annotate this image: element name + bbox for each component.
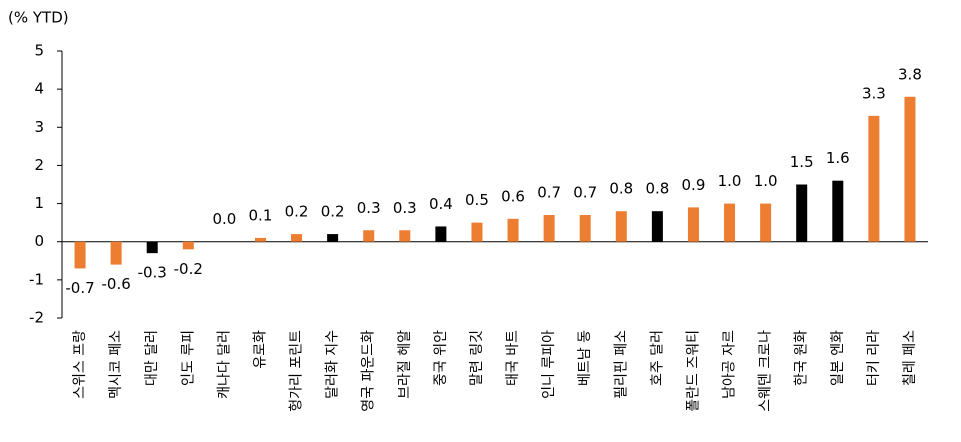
x-tick-label: 호주 달러 xyxy=(649,330,665,386)
bar xyxy=(399,230,411,242)
x-tick-label: 베트남 동 xyxy=(577,330,593,386)
y-tick-label: -2 xyxy=(29,309,44,327)
bar xyxy=(254,237,266,242)
bar xyxy=(471,222,483,242)
x-tick-label: 말련 링깃 xyxy=(469,330,485,386)
x-tick-label: 스웨덴 크로나 xyxy=(758,330,774,412)
bar xyxy=(74,241,86,269)
value-label: 1.0 xyxy=(718,172,742,190)
bar xyxy=(760,203,772,242)
x-tick-label: 남아공 자르 xyxy=(722,330,738,399)
y-tick-label: 5 xyxy=(34,42,44,60)
x-tick-label: 한국 원화 xyxy=(794,330,810,386)
x-tick-label: 일본 엔화 xyxy=(830,330,846,386)
y-tick-label: 3 xyxy=(34,118,44,136)
x-tick-label: 중국 위안 xyxy=(433,330,449,386)
bar xyxy=(543,215,555,242)
bar xyxy=(291,234,303,242)
value-label: 0.7 xyxy=(573,184,597,202)
value-label: 0.9 xyxy=(682,176,706,194)
x-tick-label: 캐나다 달러 xyxy=(216,330,232,399)
bar xyxy=(687,207,699,242)
value-label: -0.2 xyxy=(174,260,203,278)
x-tick-label: 브라질 헤알 xyxy=(397,330,413,399)
bar xyxy=(868,115,880,242)
bar xyxy=(904,96,916,242)
bar xyxy=(435,226,447,242)
x-tick-label: 멕시코 페소 xyxy=(108,330,124,399)
value-label: 0.7 xyxy=(537,184,561,202)
value-label: 1.6 xyxy=(826,149,850,167)
bar xyxy=(327,234,339,242)
x-tick-label: 폴란드 즈워티 xyxy=(685,330,701,412)
bar xyxy=(146,241,158,254)
bar xyxy=(507,218,519,242)
value-label: 0.8 xyxy=(645,180,669,198)
x-tick-label: 대만 달러 xyxy=(144,330,160,386)
x-tick-label: 터키 리라 xyxy=(866,330,882,386)
bar xyxy=(615,211,627,242)
value-label: -0.3 xyxy=(138,264,167,282)
y-tick-label: 2 xyxy=(34,156,44,174)
bar xyxy=(110,241,122,265)
x-tick-label: 영국 파운드화 xyxy=(361,330,377,412)
bar xyxy=(651,211,663,242)
value-label: -0.7 xyxy=(65,279,94,297)
y-tick-label: 4 xyxy=(34,80,44,98)
value-label: 0.3 xyxy=(357,199,381,217)
x-tick-label: 스위스 프랑 xyxy=(72,330,88,399)
y-tick-label: 0 xyxy=(34,232,44,250)
value-label: 0.2 xyxy=(321,203,345,221)
value-label: 0.1 xyxy=(249,206,273,224)
bar xyxy=(363,230,375,242)
y-tick-label: 1 xyxy=(34,194,44,212)
x-tick-label: 달러화 지수 xyxy=(325,330,341,399)
bar xyxy=(796,184,808,242)
value-label: 1.5 xyxy=(790,153,814,171)
value-label: 0.2 xyxy=(285,203,309,221)
x-tick-label: 태국 바트 xyxy=(505,330,521,386)
y-tick-label: -1 xyxy=(29,270,44,288)
value-label: 0.6 xyxy=(501,187,525,205)
x-tick-label: 유로화 xyxy=(252,330,268,369)
x-tick-label: 필리핀 페소 xyxy=(613,330,629,399)
value-label: 0.0 xyxy=(212,210,236,228)
x-tick-label: 칠레 페소 xyxy=(902,330,918,386)
bar xyxy=(182,241,194,250)
value-label: 1.0 xyxy=(754,172,778,190)
bar xyxy=(579,215,591,242)
value-label: -0.6 xyxy=(101,275,130,293)
axis-title: (% YTD) xyxy=(8,9,69,27)
bar xyxy=(724,203,736,242)
value-label: 0.8 xyxy=(609,180,633,198)
value-label: 0.3 xyxy=(393,199,417,217)
bar xyxy=(832,180,844,242)
value-label: 3.3 xyxy=(862,84,886,102)
x-tick-label: 인니 루피아 xyxy=(541,330,557,399)
x-tick-label: 헝가리 포린트 xyxy=(289,330,305,412)
x-tick-label: 인도 루피 xyxy=(180,330,196,386)
value-label: 3.8 xyxy=(898,65,922,83)
value-label: 0.5 xyxy=(465,191,489,209)
value-label: 0.4 xyxy=(429,195,453,213)
